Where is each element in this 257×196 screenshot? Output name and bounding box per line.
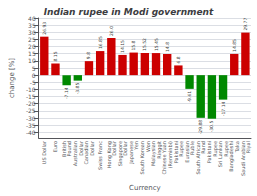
svg-text:change [%]: change [%] <box>8 58 16 98</box>
svg-text:Rupee: Rupee <box>178 141 185 157</box>
svg-text:-30: -30 <box>26 115 36 122</box>
svg-text:Dollar: Dollar <box>122 141 129 156</box>
svg-text:-15: -15 <box>26 93 36 100</box>
svg-text:Singapore: Singapore <box>116 141 123 167</box>
svg-text:Saudi Arabian: Saudi Arabian <box>239 141 246 176</box>
svg-text:Rand: Rand <box>200 141 207 154</box>
svg-text:-25: -25 <box>26 107 36 114</box>
svg-text:Japanese: Japanese <box>127 141 134 164</box>
svg-text:Malaysian: Malaysian <box>150 141 157 166</box>
svg-text:Ruble: Ruble <box>189 141 196 156</box>
svg-text:Hong Kong: Hong Kong <box>105 141 112 169</box>
svg-text:-10: -10 <box>26 86 36 93</box>
svg-text:-29.88: -29.88 <box>198 120 203 135</box>
svg-text:Currency: Currency <box>129 184 161 192</box>
svg-text:Sri Lankan: Sri Lankan <box>217 141 224 168</box>
svg-text:Canadian: Canadian <box>83 141 90 165</box>
svg-text:20: 20 <box>28 43 36 50</box>
svg-text:Eurasian: Eurasian <box>183 141 190 163</box>
svg-text:Indian rupee in Modi governmen: Indian rupee in Modi government <box>44 7 214 17</box>
svg-text:-5: -5 <box>30 79 36 86</box>
svg-text:Dollar: Dollar <box>111 141 118 156</box>
svg-text:Taka: Taka <box>234 141 240 153</box>
svg-text:14.85: 14.85 <box>232 39 237 52</box>
svg-text:25: 25 <box>28 36 36 43</box>
svg-text:-9.61: -9.61 <box>187 91 192 103</box>
svg-text:Won: Won <box>144 141 151 152</box>
svg-text:Pakistani: Pakistani <box>206 141 213 164</box>
svg-text:-35: -35 <box>26 122 36 129</box>
svg-text:Rupee: Rupee <box>222 141 229 157</box>
svg-text:0: 0 <box>32 72 36 79</box>
svg-text:-20: -20 <box>26 100 36 107</box>
svg-text:5: 5 <box>32 65 36 72</box>
svg-text:Rupee: Rupee <box>211 141 218 157</box>
svg-text:Dollar: Dollar <box>89 140 95 156</box>
svg-text:15.45: 15.45 <box>154 38 159 51</box>
svg-text:Swiss Franc: Swiss Franc <box>97 141 103 170</box>
svg-text:14.15: 14.15 <box>120 40 125 53</box>
svg-text:Dollar: Dollar <box>77 141 84 156</box>
svg-text:-30.5: -30.5 <box>209 121 214 133</box>
svg-text:Chinese Yuan: Chinese Yuan <box>161 141 168 175</box>
svg-text:15: 15 <box>28 50 36 57</box>
svg-text:26.93: 26.93 <box>42 22 47 35</box>
svg-text:-17.14: -17.14 <box>221 102 226 117</box>
svg-text:Riyal: Riyal <box>245 141 252 153</box>
svg-text:Australian: Australian <box>72 141 79 167</box>
svg-text:South African: South African <box>195 141 201 175</box>
svg-text:South Korean: South Korean <box>139 141 146 175</box>
svg-text:6.8: 6.8 <box>176 56 181 63</box>
svg-text:10: 10 <box>28 57 36 64</box>
svg-text:Pound: Pound <box>66 141 73 157</box>
svg-text:15.8: 15.8 <box>131 40 136 50</box>
svg-text:-40: -40 <box>26 129 36 136</box>
svg-text:29.77: 29.77 <box>243 18 248 31</box>
svg-text:Pakistani: Pakistani <box>172 141 179 164</box>
svg-text:15.52: 15.52 <box>142 38 147 51</box>
svg-text:40: 40 <box>28 15 36 22</box>
svg-text:British: British <box>60 141 67 157</box>
svg-text:Bangladeshi: Bangladeshi <box>228 141 235 172</box>
svg-text:Ringgit: Ringgit <box>155 141 162 159</box>
svg-text:Yen: Yen <box>133 141 140 150</box>
svg-text:Euro: Euro <box>52 141 58 152</box>
svg-text:35: 35 <box>28 22 36 29</box>
svg-text:US Dollar: US Dollar <box>41 140 47 164</box>
svg-text:(Renminbi): (Renminbi) <box>166 141 173 169</box>
svg-text:14.8: 14.8 <box>165 42 170 52</box>
svg-text:-3.85: -3.85 <box>75 83 80 95</box>
svg-text:-7.14: -7.14 <box>64 87 69 99</box>
svg-text:9.8: 9.8 <box>86 52 91 59</box>
svg-text:8.15: 8.15 <box>53 51 58 61</box>
svg-text:16.85: 16.85 <box>98 36 103 49</box>
svg-text:26.0: 26.0 <box>109 26 114 36</box>
svg-text:30: 30 <box>28 29 36 36</box>
